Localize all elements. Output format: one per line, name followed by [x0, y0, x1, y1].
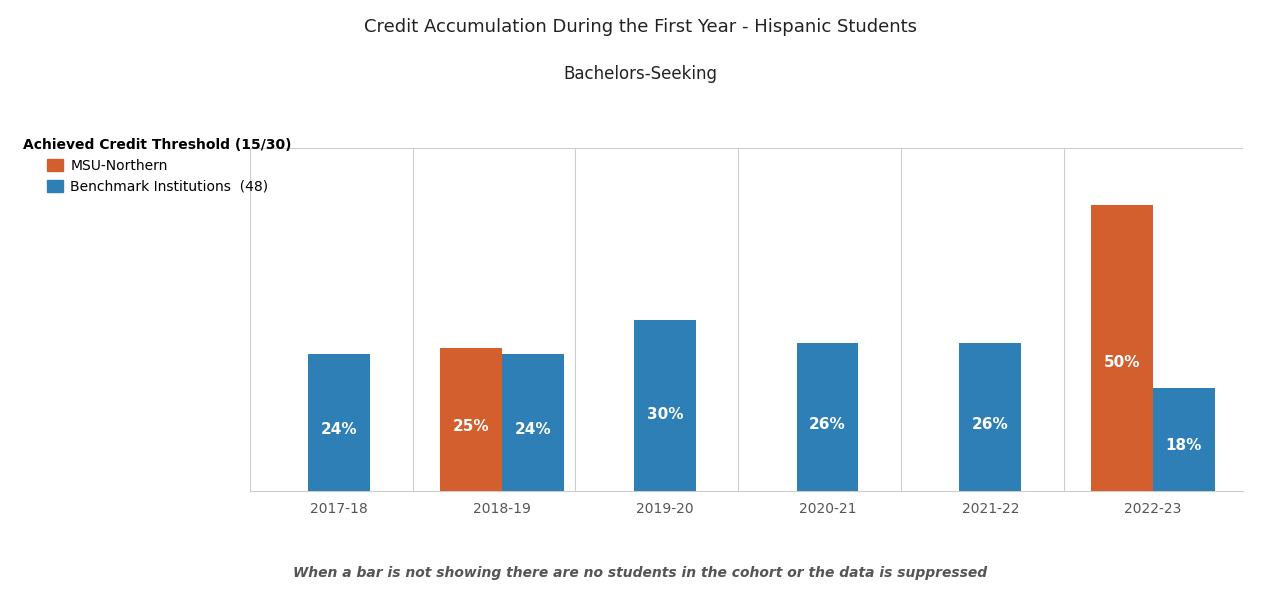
Bar [441, 348, 502, 491]
Text: 30%: 30% [647, 407, 683, 422]
Text: Bachelors-Seeking: Bachelors-Seeking [564, 65, 717, 83]
Text: 24%: 24% [322, 422, 357, 437]
Bar [309, 354, 370, 491]
Text: 24%: 24% [515, 422, 551, 437]
Text: 50%: 50% [1104, 355, 1140, 370]
Text: Credit Accumulation During the First Year - Hispanic Students: Credit Accumulation During the First Yea… [364, 18, 917, 36]
Bar [634, 320, 696, 491]
Bar [797, 343, 858, 491]
Bar [1091, 205, 1153, 491]
Bar [502, 354, 564, 491]
Legend: MSU-Northern, Benchmark Institutions  (48): MSU-Northern, Benchmark Institutions (48… [23, 138, 292, 194]
Text: 18%: 18% [1166, 437, 1202, 452]
Bar [1153, 388, 1214, 491]
Text: 25%: 25% [452, 420, 489, 435]
Text: When a bar is not showing there are no students in the cohort or the data is sup: When a bar is not showing there are no s… [293, 566, 988, 580]
Text: 26%: 26% [810, 417, 845, 432]
Text: 26%: 26% [972, 417, 1008, 432]
Bar [959, 343, 1021, 491]
